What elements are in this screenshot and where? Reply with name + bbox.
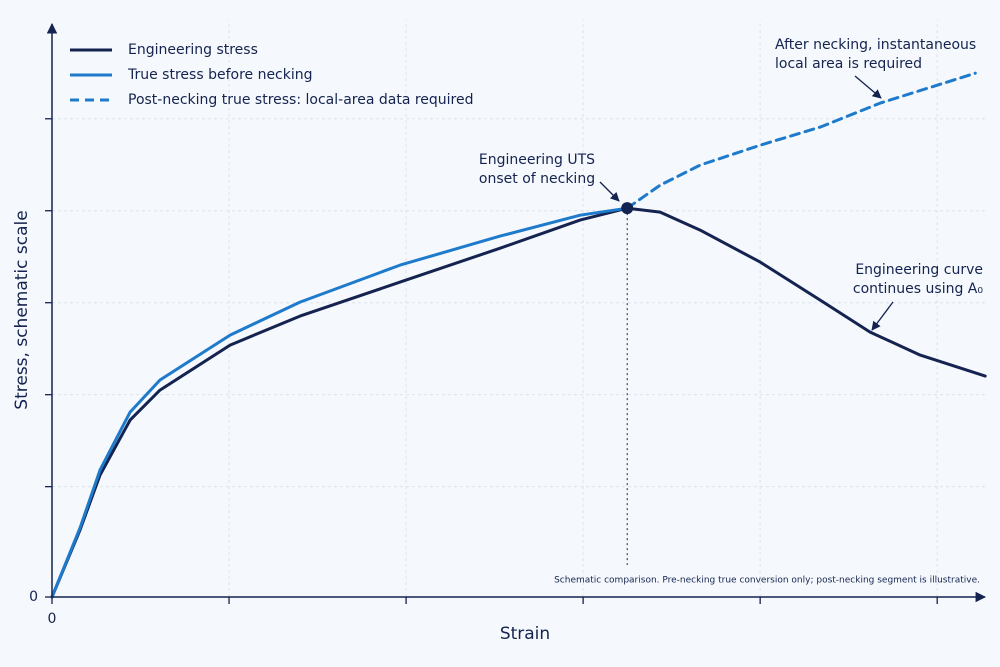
legend-label: Post-necking true stress: local-area dat… [128,92,474,108]
annotation: After necking, instantaneous [775,37,976,53]
annotation: onset of necking [479,171,595,187]
y-axis-label: Stress, schematic scale [12,210,32,409]
annotation-arrow [871,301,894,331]
x-axis-label: Strain [500,624,550,644]
annotation: Engineering curve [855,262,983,278]
annotation: continues using A₀ [853,281,983,297]
legend-label: Engineering stress [128,42,258,58]
annotation-arrow [599,181,620,202]
series-line [625,71,977,210]
annotation: local area is required [775,56,922,72]
uts-point [621,202,634,215]
series-line [50,206,629,599]
x-tick-label: 0 [48,611,57,627]
annotation: Engineering UTS [479,152,595,168]
legend-label: True stress before necking [127,67,313,83]
y-tick-label: 0 [29,589,38,605]
series-line [50,206,987,599]
annotation-arrow [854,75,882,99]
footnote: Schematic comparison. Pre-necking true c… [554,576,980,586]
